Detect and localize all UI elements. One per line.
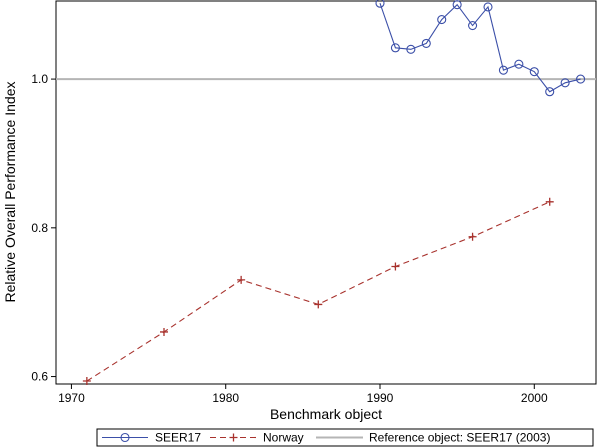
x-tick-label: 1970	[58, 391, 85, 405]
seer17-point	[560, 78, 570, 88]
seer17-point	[406, 44, 416, 54]
norway-point	[237, 275, 246, 284]
seer17-point	[576, 74, 586, 84]
x-tick-label: 2000	[521, 391, 548, 405]
legend-marker-seer17	[120, 432, 130, 443]
x-tick-label: 1990	[367, 391, 394, 405]
y-tick-label: 1.0	[31, 72, 48, 86]
seer17-point	[452, 0, 462, 10]
y-axis-title: Relative Overall Performance Index	[2, 82, 18, 303]
seer17-point	[468, 20, 478, 31]
norway-point	[391, 262, 400, 271]
y-tick-label: 0.6	[31, 370, 48, 384]
x-tick-label: 1980	[212, 391, 239, 405]
x-axis-title: Benchmark object	[270, 406, 382, 422]
legend-label-seer17: SEER17	[155, 431, 201, 445]
legend-label-norway: Norway	[263, 431, 304, 445]
legend-marker-norway	[229, 433, 238, 442]
plot-frame	[55, 0, 597, 385]
norway-point	[545, 197, 554, 206]
y-tick-label: 0.8	[31, 221, 48, 235]
seer17-point	[483, 2, 493, 12]
seer17-point	[514, 59, 524, 69]
seer17-point	[437, 15, 447, 25]
legend-label-reference-object-seer17-2003-: Reference object: SEER17 (2003)	[369, 431, 550, 445]
seer17-point	[545, 87, 555, 97]
seer17-point	[529, 67, 539, 77]
seer17-point	[498, 65, 508, 75]
norway-point	[314, 300, 323, 309]
norway-point	[82, 377, 91, 386]
norway-point	[468, 232, 477, 241]
seer17-point	[421, 38, 431, 48]
norway-line	[86, 201, 550, 382]
seer17-point	[390, 43, 400, 53]
norway-point	[160, 327, 168, 336]
seer17-point	[375, 0, 385, 8]
